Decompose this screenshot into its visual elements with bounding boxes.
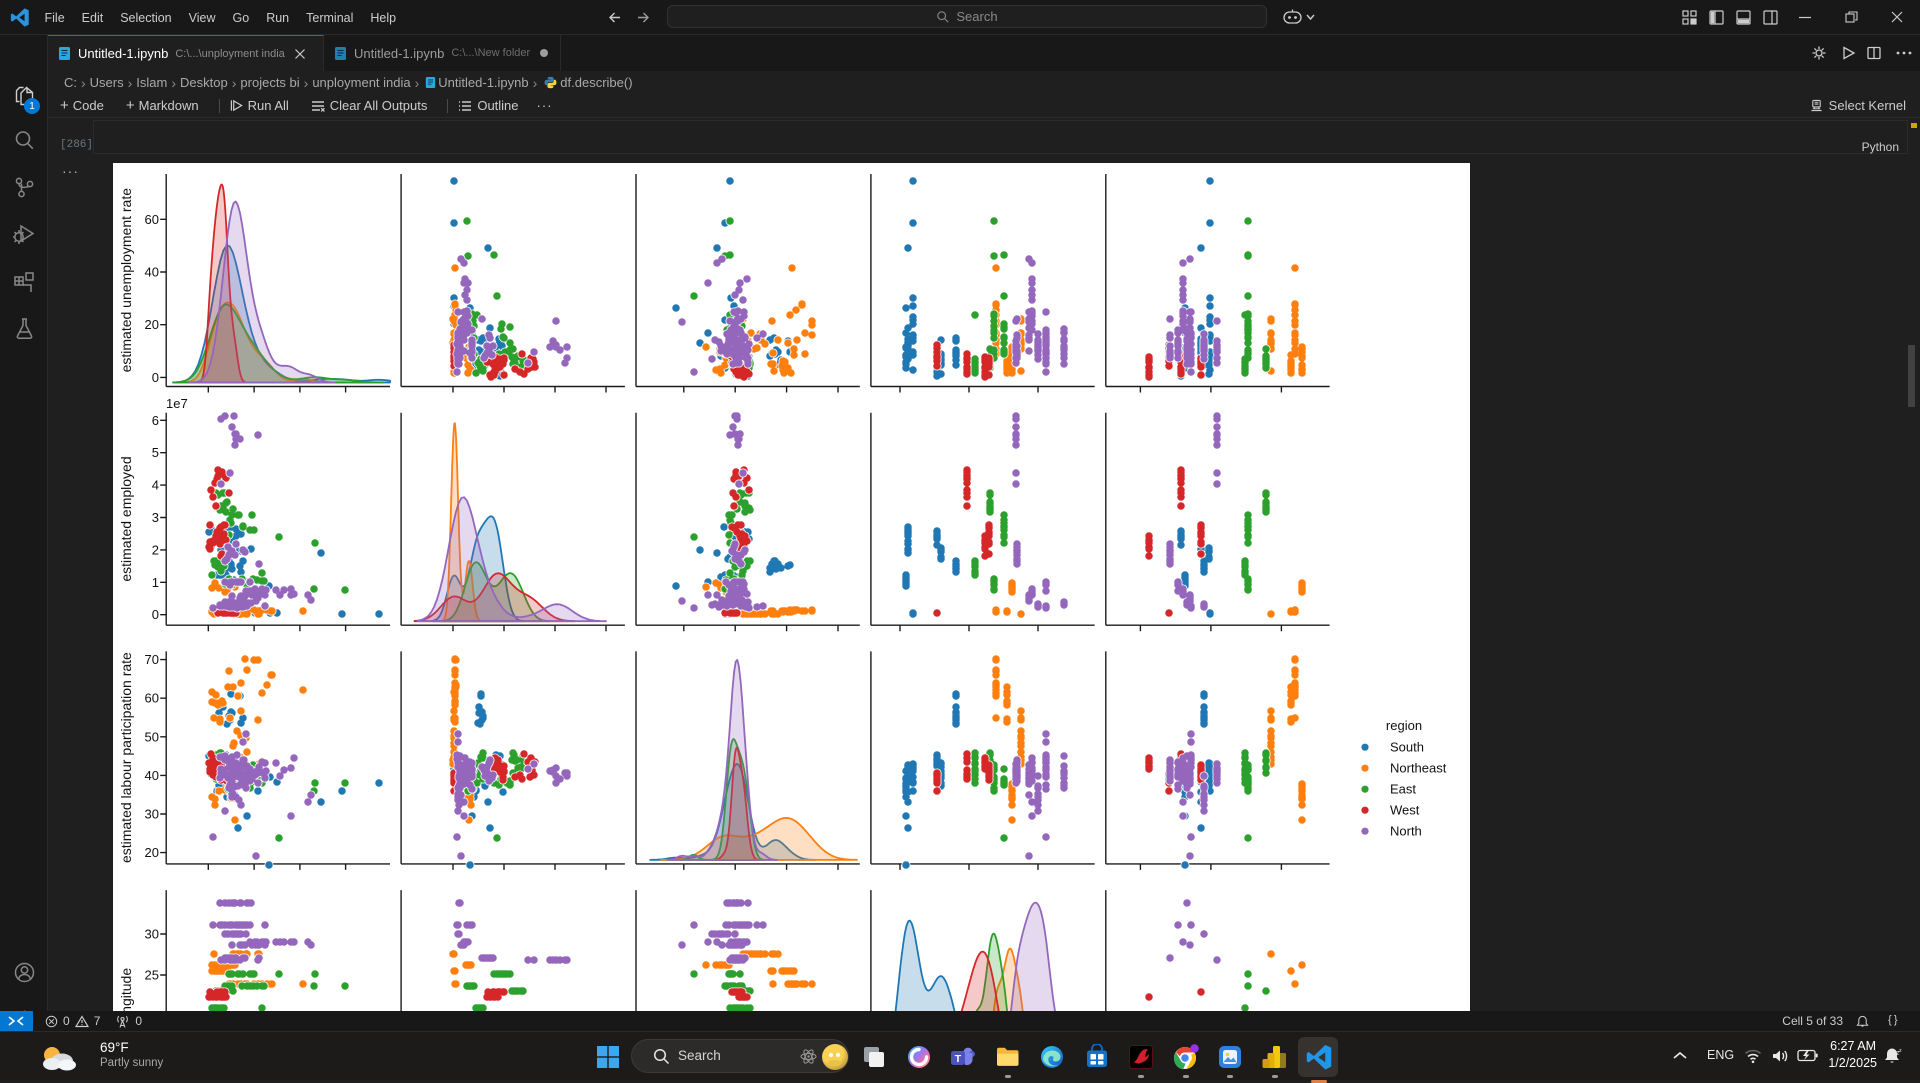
svg-text:20: 20 xyxy=(145,317,159,332)
svg-text:longitude: longitude xyxy=(118,968,134,1011)
svg-text:East: East xyxy=(1390,782,1416,797)
svg-text:70: 70 xyxy=(145,652,159,667)
svg-text:0: 0 xyxy=(152,607,159,622)
svg-text:z: z xyxy=(1896,1050,1900,1057)
svg-text:2: 2 xyxy=(152,542,159,557)
svg-text:West: West xyxy=(1390,803,1420,818)
svg-text:estimated unemployment rate: estimated unemployment rate xyxy=(118,188,134,373)
svg-text:3: 3 xyxy=(152,510,159,525)
svg-text:z: z xyxy=(1899,1048,1902,1054)
svg-text:40: 40 xyxy=(145,768,159,783)
svg-text:20: 20 xyxy=(145,845,159,860)
svg-text:1e7: 1e7 xyxy=(166,396,188,411)
svg-text:30: 30 xyxy=(145,807,159,822)
svg-text:1: 1 xyxy=(152,575,159,590)
svg-text:6: 6 xyxy=(152,413,159,428)
svg-text:25: 25 xyxy=(145,968,159,983)
svg-text:4: 4 xyxy=(152,478,159,493)
svg-text:Northeast: Northeast xyxy=(1390,761,1447,776)
svg-text:North: North xyxy=(1390,824,1422,839)
svg-text:40: 40 xyxy=(145,265,159,280)
svg-text:estimated labour participation: estimated labour participation rate xyxy=(118,652,134,863)
svg-text:30: 30 xyxy=(145,927,159,942)
svg-text:60: 60 xyxy=(145,691,159,706)
svg-text:estimated employed: estimated employed xyxy=(118,456,134,581)
svg-text:5: 5 xyxy=(152,445,159,460)
svg-text:60: 60 xyxy=(145,212,159,227)
svg-text:50: 50 xyxy=(145,729,159,744)
svg-text:South: South xyxy=(1390,740,1424,755)
svg-text:T: T xyxy=(955,1053,962,1065)
svg-text:region: region xyxy=(1386,718,1422,733)
svg-text:0: 0 xyxy=(152,370,159,385)
